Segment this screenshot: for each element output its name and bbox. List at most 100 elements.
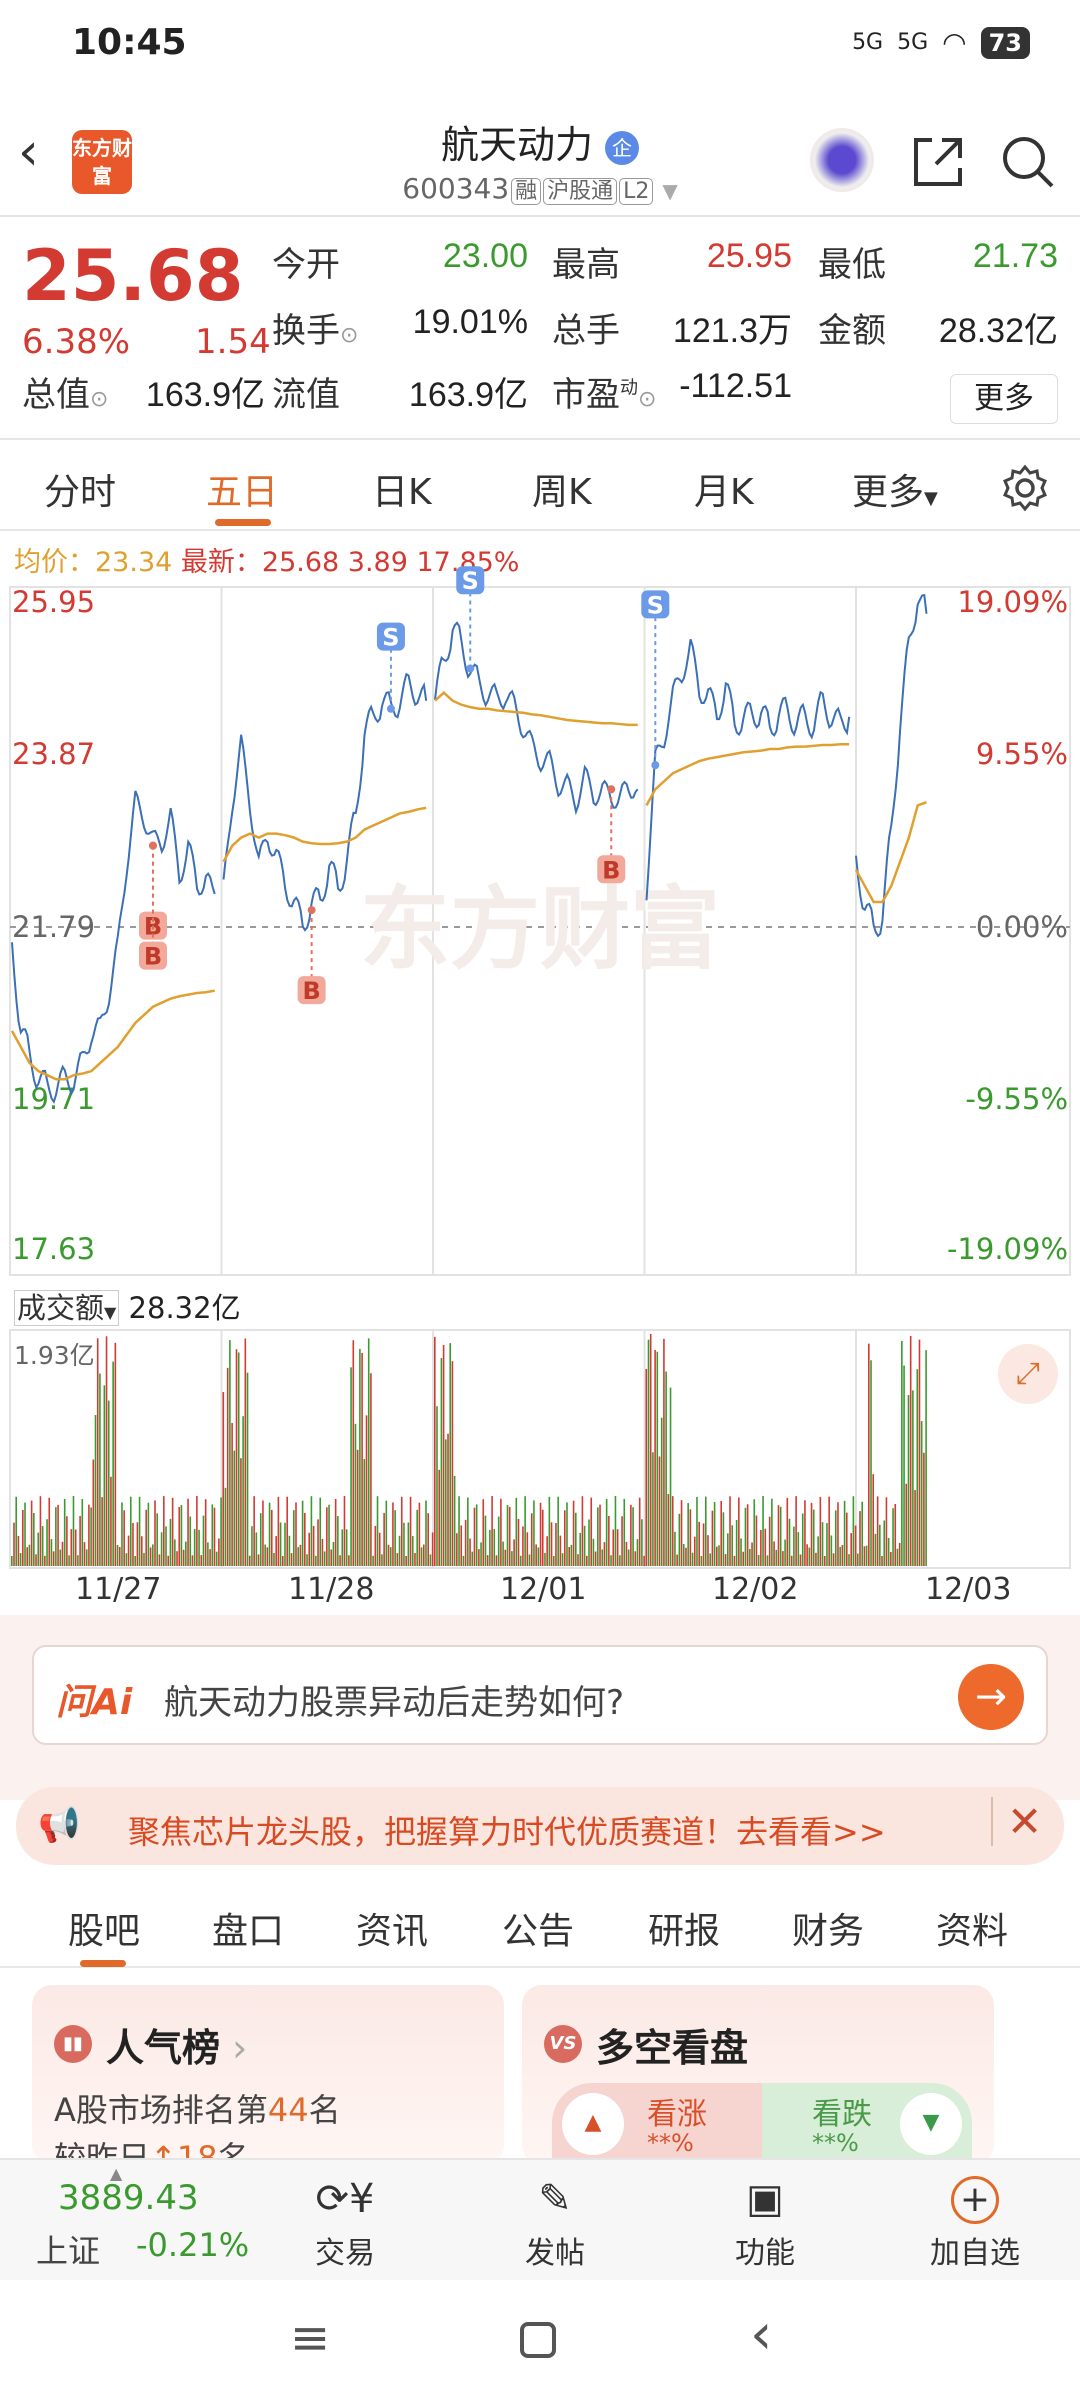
volume-bar — [742, 1551, 745, 1566]
volume-bar — [143, 1552, 145, 1566]
tag-l2[interactable]: L2 — [619, 178, 654, 205]
dropdown-icon[interactable]: ▼ — [662, 179, 678, 203]
volume-bar — [638, 1497, 641, 1566]
volume-bar — [541, 1509, 544, 1566]
info-icon[interactable]: ⊙ — [340, 323, 359, 348]
volume-bar — [57, 1504, 59, 1566]
tab-news[interactable]: 资讯 — [356, 1911, 429, 1952]
tab-more[interactable]: 更多▼ — [852, 463, 938, 515]
volume-bar — [852, 1496, 855, 1566]
bearish-label: 看跌 — [812, 2097, 872, 2132]
share-icon[interactable] — [910, 134, 966, 190]
settings-gear-icon[interactable] — [1000, 463, 1050, 513]
volume-bar — [478, 1549, 480, 1566]
volume-bar — [663, 1338, 665, 1566]
close-icon[interactable]: ✕ — [991, 1797, 1042, 1846]
volume-bar — [696, 1496, 698, 1566]
volume-bar — [385, 1500, 388, 1566]
tab-intraday[interactable]: 分时 — [44, 472, 117, 513]
back-icon[interactable]: ‹ — [18, 122, 39, 182]
volume-bar — [451, 1361, 454, 1566]
wifi-icon: ◠ — [942, 26, 967, 59]
index-name[interactable]: 上证 — [36, 2232, 101, 2270]
volume-bar — [815, 1552, 817, 1566]
back-nav-icon[interactable]: ‹ — [750, 2302, 773, 2367]
volume-bar — [394, 1510, 396, 1566]
volume-bar — [343, 1496, 346, 1566]
volume-bar — [925, 1350, 927, 1566]
volume-selector[interactable]: 成交额▼ — [14, 1290, 120, 1326]
tab-weekly-k[interactable]: 周K — [532, 472, 592, 513]
home-icon[interactable] — [520, 2322, 556, 2358]
current-price: 25.68 — [22, 235, 244, 317]
volume-bar — [887, 1537, 890, 1566]
popularity-card[interactable]: ▮▮ 人气榜 › A股市场排名第44名 较昨日↑18名 — [32, 1985, 504, 2165]
index-value[interactable]: 3889.43 — [58, 2178, 199, 2218]
tab-five-day[interactable]: 五日 — [206, 472, 279, 513]
index-percent[interactable]: -0.21% — [136, 2226, 250, 2264]
info-icon[interactable]: ⊙ — [90, 387, 109, 412]
tab-guba[interactable]: 股吧 — [68, 1911, 141, 1952]
trade-marker-label: S — [382, 624, 399, 652]
tab-research[interactable]: 研报 — [648, 1911, 721, 1952]
tab-pankou[interactable]: 盘口 — [212, 1911, 285, 1952]
ai-robot-avatar[interactable] — [810, 128, 874, 192]
post-button[interactable]: ✎ 发帖 — [480, 2176, 630, 2272]
volume-bar — [797, 1532, 800, 1566]
volume-bar — [83, 1542, 86, 1566]
tab-profile[interactable]: 资料 — [936, 1911, 1009, 1952]
price-line — [434, 621, 639, 816]
bearish-button[interactable]: 看跌 **% ▼ — [762, 2083, 972, 2165]
volume-header[interactable]: 成交额▼ 28.32亿 — [14, 1285, 241, 1327]
search-icon[interactable] — [1000, 134, 1056, 190]
volume-bar — [442, 1344, 445, 1566]
tab-finance[interactable]: 财务 — [792, 1911, 865, 1952]
price-line — [645, 639, 851, 901]
volume-bar — [559, 1535, 562, 1566]
five-day-chart[interactable]: 东方财富 25.95 23.87 21.79 19.71 17.63 19.09% 9.55%… — [0, 0, 1080, 1620]
app-logo[interactable]: 东方财富 — [72, 130, 132, 194]
volume-bar — [226, 1367, 229, 1566]
volume-bar — [416, 1509, 418, 1566]
rank-change-suffix: 名 — [217, 2139, 250, 2159]
y-axis-tick: 17.63 — [12, 1232, 95, 1266]
volume-bar — [658, 1456, 661, 1566]
expand-icon[interactable]: ⤢ — [998, 1344, 1058, 1404]
promo-banner[interactable]: 📢 聚焦芯片龙头股，把握算力时代优质赛道！去看看>> ✕ — [16, 1787, 1064, 1865]
volume-bar — [535, 1544, 537, 1566]
tab-monthly-k[interactable]: 月K — [694, 472, 754, 513]
ai-question-box[interactable]: 问Ai 航天动力股票异动后走势如何? → — [32, 1645, 1048, 1745]
volume-bar — [121, 1502, 123, 1566]
volume-bar — [817, 1536, 819, 1566]
functions-button[interactable]: ▣ 功能 — [690, 2176, 840, 2272]
more-button[interactable]: 更多 — [950, 374, 1058, 424]
volume-bar — [453, 1475, 456, 1566]
tab-announcements[interactable]: 公告 — [502, 1911, 575, 1952]
volume-bar — [178, 1506, 181, 1566]
menu-icon[interactable]: ≡ — [290, 2310, 331, 2366]
volume-bar — [868, 1343, 870, 1566]
bullish-button[interactable]: ▲ 看涨 **% — [552, 2083, 762, 2165]
volume-bar — [312, 1525, 315, 1566]
info-icon[interactable]: ⊙ — [638, 387, 657, 412]
volume-bar — [306, 1554, 308, 1566]
arrow-right-icon[interactable]: → — [958, 1664, 1024, 1730]
volume-bar — [409, 1496, 412, 1566]
volume-bar — [24, 1502, 26, 1566]
tab-daily-k[interactable]: 日K — [372, 472, 432, 513]
volume-bar — [438, 1469, 441, 1566]
trade-marker-label: S — [647, 591, 664, 619]
trade-button[interactable]: ⟳¥ 交易 — [270, 2176, 420, 2272]
buy-marker — [297, 976, 326, 1005]
tag-connect: 沪股通 — [543, 178, 618, 205]
volume-bar — [48, 1497, 51, 1566]
volume-bar — [592, 1538, 595, 1566]
add-watchlist-button[interactable]: + 加自选 — [900, 2176, 1050, 2272]
volume-bar — [339, 1555, 341, 1566]
add-watchlist-label: 加自选 — [930, 2236, 1020, 2271]
volume-bar — [698, 1521, 700, 1566]
volume-bar — [616, 1529, 619, 1566]
status-icons: 5G 5G ◠ 73 — [852, 26, 1030, 59]
volume-bar — [920, 1421, 923, 1566]
volume-bar — [830, 1535, 833, 1566]
